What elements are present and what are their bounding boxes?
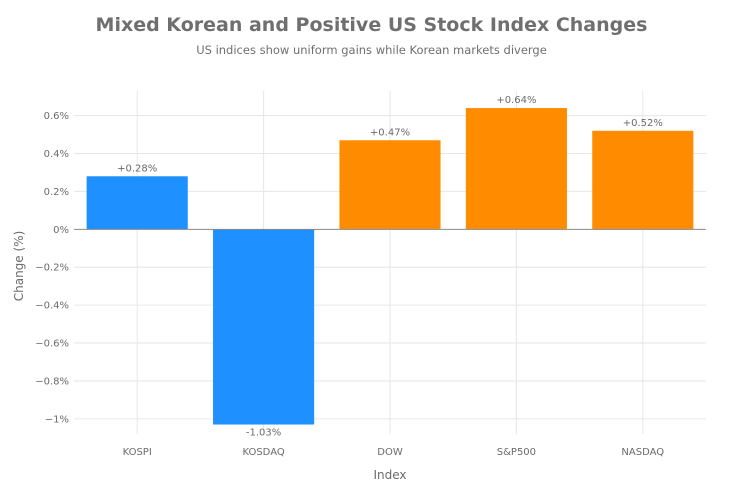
y-tick-label: −0.6% xyxy=(35,339,69,350)
bar xyxy=(592,130,694,230)
x-tick-label: KOSPI xyxy=(123,447,152,458)
data-label: +0.47% xyxy=(370,127,410,138)
x-tick-label: KOSDAQ xyxy=(242,447,284,458)
y-tick-label: −0.8% xyxy=(35,376,69,387)
data-label: +0.28% xyxy=(117,163,157,174)
data-labels: +0.28% -1.03% +0.47% +0.64% +0.52% xyxy=(117,95,663,438)
y-tick-label: −0.2% xyxy=(35,263,69,274)
data-label: +0.64% xyxy=(496,95,536,106)
data-label: -1.03% xyxy=(246,428,281,439)
x-axis-title: Index xyxy=(373,468,406,482)
y-tick-label: 0.6% xyxy=(44,111,69,122)
bar xyxy=(213,229,315,425)
x-tick-label: S&P500 xyxy=(497,447,536,458)
y-tick-label: 0% xyxy=(53,225,69,236)
bar xyxy=(465,108,567,230)
y-tick-label: 0.2% xyxy=(44,187,69,198)
y-tick-label: −0.4% xyxy=(35,301,69,312)
y-tick-label: 0.4% xyxy=(44,149,69,160)
y-axis-ticks: 0.6% 0.4% 0.2% 0% −0.2% −0.4% −0.6% −0.8% −1% xyxy=(35,111,69,425)
x-axis-ticks: KOSPI KOSDAQ DOW S&P500 NASDAQ xyxy=(123,447,665,458)
grid-lines xyxy=(74,91,706,434)
y-axis-title: Change (%) xyxy=(12,231,26,302)
bar xyxy=(339,140,441,230)
data-label: +0.52% xyxy=(623,118,663,129)
chart-title: Mixed Korean and Positive US Stock Index… xyxy=(96,14,648,36)
bars xyxy=(74,108,706,425)
x-tick-label: NASDAQ xyxy=(621,447,664,458)
y-tick-label: −1% xyxy=(45,414,69,425)
chart-subtitle: US indices show uniform gains while Kore… xyxy=(196,43,547,57)
x-tick-label: DOW xyxy=(377,447,403,458)
bar xyxy=(86,176,188,230)
